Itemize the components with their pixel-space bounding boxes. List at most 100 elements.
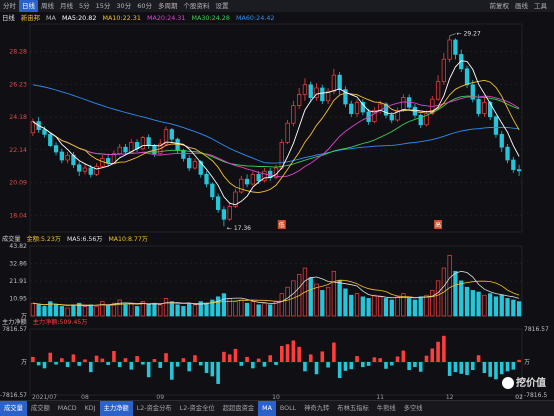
volume-bar [383,298,389,317]
flow-bar [239,362,244,366]
toolbar-right-item-2[interactable]: 工具 [534,2,547,10]
flow-bar [361,362,365,368]
candle-body [105,158,111,164]
candle-body [378,103,383,111]
volume-bar [239,299,244,317]
indicator-tab-1[interactable]: 成交额 [30,405,50,412]
flow-bar [77,362,81,366]
toolbar-item-2[interactable]: 周线 [41,2,54,10]
watermark-logo-icon [502,377,514,389]
period-toolbar: 分时 日线 周线 月线 5分 15分 30分 60分 多周期 个股资料 设置 前复权 画线 工具 [0,0,554,12]
candle-body [71,154,76,166]
volume-bar [48,301,53,317]
watermark-text: 挖价值 [516,378,546,389]
volume-bar [175,304,180,317]
flow-bar [320,351,325,362]
flow-bar [418,362,423,372]
toolbar-right-item-1[interactable]: 画线 [515,2,528,10]
flow-bar [355,356,359,362]
low-marker-label: ← 17.36 [227,225,251,232]
flow-bar [279,345,284,362]
volume-bar [273,301,279,317]
flow-bar [48,352,53,362]
indicator-tab-4[interactable]: 主力净额 [99,401,133,416]
flow-bar [31,356,35,362]
ma20-value: MA20:24.31 [146,14,186,22]
volume-bar [134,306,140,317]
flow-bar [471,362,475,371]
toolbar-right-item-0[interactable]: 前复权 [489,2,510,10]
toolbar-item-4[interactable]: 5分 [79,2,90,10]
indicator-tab-5[interactable]: L2-资金分布 [136,405,172,412]
flow-bar [326,362,330,368]
volume-amount: 金额:5.23万 [26,236,61,243]
flow-bar [337,362,342,379]
candle-body [372,110,377,122]
toolbar-item-9[interactable]: 个股资料 [183,2,210,10]
indicator-tab-9[interactable]: BOLL [279,405,297,412]
indicator-tab-2[interactable]: MACD [57,405,77,412]
volume-bar [482,294,487,317]
toolbar-item-3[interactable]: 月线 [60,2,73,10]
flow-bar [112,351,116,362]
flow-bar [291,340,296,362]
flow-bar [71,354,76,362]
flow-bar [268,355,273,362]
toolbar-item-0[interactable]: 分时 [3,2,16,10]
volume-bar [181,306,186,317]
indicator-tab-13[interactable]: 多空线 [403,405,423,412]
candle-body [158,143,163,154]
flow-bar [285,344,290,362]
indicator-tab-3[interactable]: KDJ [84,405,96,412]
stock-name[interactable]: 新宙邦 [20,14,40,22]
toolbar-right: 前复权 画线 工具 [487,0,551,12]
toolbar-item-7[interactable]: 60分 [137,2,152,10]
volume-bar [88,304,93,317]
volume-bar [447,254,452,317]
volume-bar [210,299,215,317]
candle-body [42,129,47,135]
toolbar-item-5[interactable]: 15分 [95,2,111,10]
candle-body [187,158,192,169]
indicator-tab-7[interactable]: 超超盘资金 [222,405,255,412]
candle-body [464,68,470,86]
flow-bar [83,359,87,362]
candle-body [395,110,400,121]
period-label: 日线 [2,14,15,22]
flow-bar [251,362,255,369]
toolbar-item-8[interactable]: 多周期 [157,2,178,10]
candle-body [59,151,64,161]
volume-bar [233,301,238,317]
flow-bar [314,362,319,375]
indicator-tab-6[interactable]: L2-资金全位 [179,405,215,412]
toolbar-item-1[interactable]: 日线 [19,0,38,12]
high-marker-line [449,33,456,36]
candle-body [435,81,441,100]
candle-body [302,84,308,95]
toolbar-item-6[interactable]: 30分 [116,2,132,10]
volume-bar [250,301,255,317]
volume-bar [331,270,337,317]
flow-bar [430,348,435,362]
volume-bar [36,304,41,317]
indicator-tab-12[interactable]: 牛熊线 [376,405,396,412]
indicator-tab-0[interactable]: 成交量 [0,401,27,416]
watermark: 挖价值 [502,374,546,389]
flow-bar [424,355,429,362]
candle-body [273,167,279,178]
flow-bar [158,362,163,368]
candle-body [343,89,348,105]
candle-body [256,174,261,182]
ma-line-ma5 [32,60,520,206]
toolbar-item-10[interactable]: 设置 [215,2,229,10]
indicator-tab-10[interactable]: 神奇九转 [304,405,330,412]
indicator-tab-8[interactable]: MA [258,401,276,416]
flow-bar [100,358,105,362]
indicator-tab-11[interactable]: 布林五指标 [337,405,369,412]
volume-bar [320,290,325,317]
candle-body [418,114,423,126]
candle-body [227,206,232,220]
candle-body [48,134,53,146]
candle-body [470,84,475,100]
